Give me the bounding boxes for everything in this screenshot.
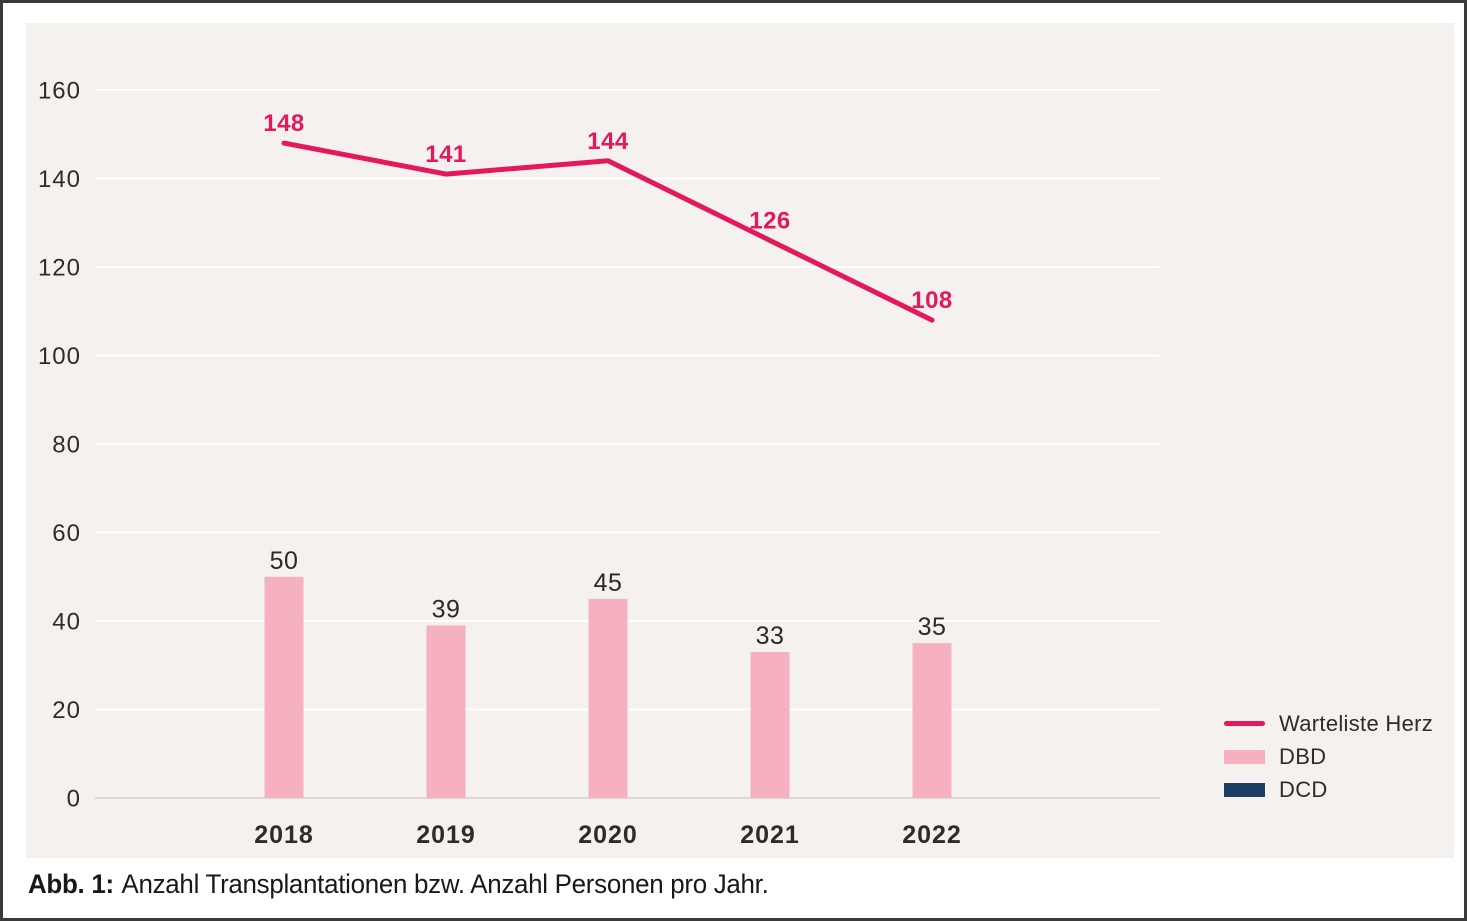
legend-item-dcd: DCD [1224,773,1433,806]
line-value-label: 144 [587,128,629,155]
dbd-bar [588,598,628,798]
dbd-bar [750,651,790,798]
x-tick-label: 2018 [254,821,314,849]
dbd-bar [426,625,466,798]
y-tick-label: 40 [52,609,81,636]
caption-text: Anzahl Transplantationen bzw. Anzahl Per… [121,869,769,899]
x-tick-label: 2021 [740,821,800,849]
dcd-bar-swatch-icon [1224,782,1265,797]
bar-value-label: 39 [432,595,461,623]
x-tick-label: 2022 [902,821,962,849]
figure-caption: Abb. 1: Anzahl Transplantationen bzw. Anz… [28,869,769,900]
dbd-bar [912,643,952,798]
y-tick-label: 0 [67,786,81,813]
y-tick-label: 20 [52,697,81,724]
legend-label-dbd: DBD [1279,743,1327,769]
bar-value-label: 35 [918,613,947,641]
chart-legend: Warteliste Herz DBD DCD [1224,707,1433,806]
line-value-label: 141 [425,141,467,168]
legend-item-dbd: DBD [1224,740,1433,773]
legend-label-dcd: DCD [1279,776,1328,802]
caption-label: Abb. 1: [28,869,114,899]
plot-area-background [26,23,1454,858]
warteliste-herz-line-swatch-icon [1224,721,1265,726]
bar-value-label: 45 [594,569,623,597]
y-tick-label: 160 [38,78,81,105]
bar-value-label: 50 [270,547,299,575]
bar-value-label: 33 [756,622,785,650]
legend-label-warteliste-herz: Warteliste Herz [1279,710,1434,736]
x-tick-label: 2019 [416,821,476,849]
line-value-label: 126 [749,207,791,234]
y-tick-label: 120 [38,255,81,282]
x-tick-label: 2020 [578,821,638,849]
line-value-label: 148 [263,110,305,137]
y-tick-label: 100 [38,343,81,370]
line-value-label: 108 [911,287,953,314]
dbd-bar [264,576,304,798]
chart-canvas: 0 20 40 60 80 100 120 140 160 2018 2019 2020 2021 202… [26,23,1454,858]
y-tick-label: 80 [52,432,81,459]
legend-item-warteliste-herz: Warteliste Herz [1224,707,1433,740]
dbd-bar-swatch-icon [1224,749,1265,764]
warteliste-herz-line [281,140,935,323]
y-tick-label: 140 [38,166,81,193]
y-tick-label: 60 [52,520,81,547]
